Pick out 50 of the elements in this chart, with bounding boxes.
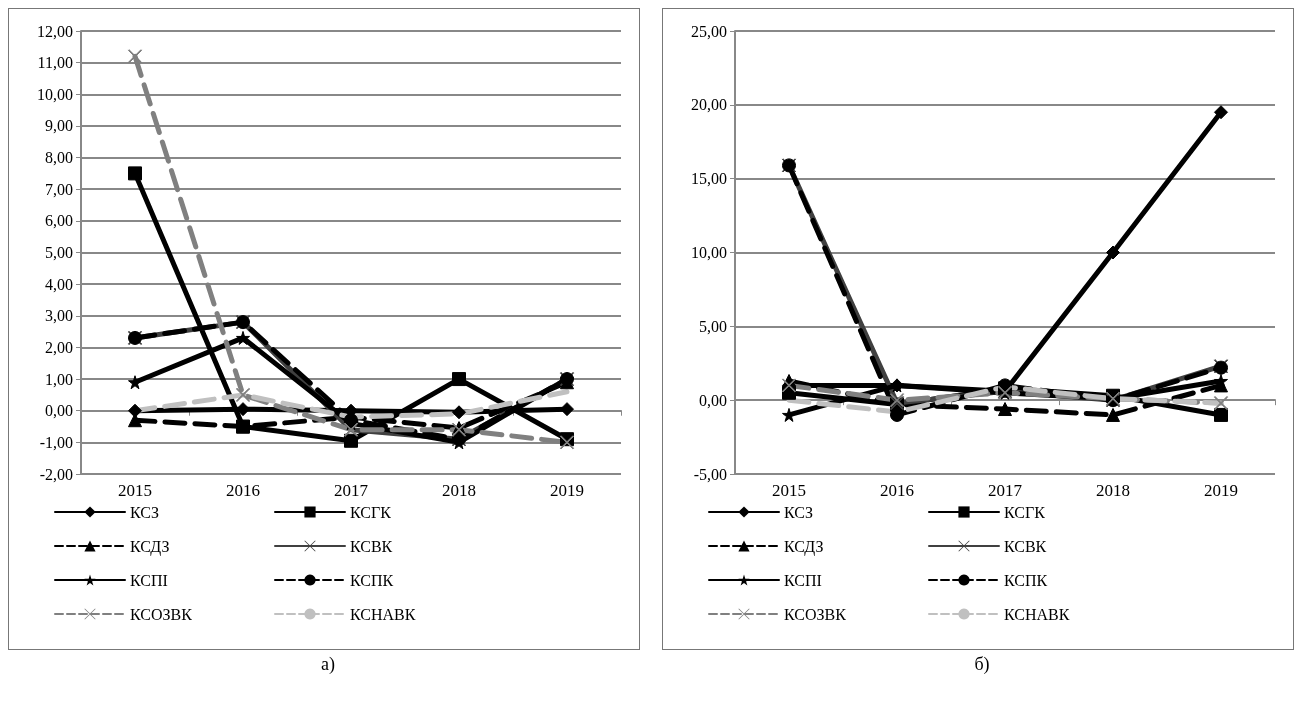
y-tick-label: 6,00	[45, 212, 73, 230]
x-tick-label: 2018	[1096, 481, 1130, 500]
legend-label: КСПК	[350, 571, 394, 589]
y-tick-label: 25,00	[691, 22, 727, 40]
legend-label: КСПІ	[130, 571, 168, 589]
text: а)	[320, 654, 336, 675]
x-tick-label: 2016	[226, 481, 260, 500]
y-tick-label: 15,00	[691, 170, 727, 188]
legend-label: КСОЗВК	[784, 605, 847, 623]
y-tick-label: 5,00	[45, 244, 73, 261]
y-tick-label: 2,00	[45, 338, 73, 356]
legend-label: КСВК	[1004, 537, 1047, 555]
x-tick-label: 2015	[772, 481, 806, 500]
y-tick-label: 1,00	[45, 370, 73, 388]
y-tick-label: 7,00	[45, 180, 73, 198]
legend-label: КСГК	[350, 503, 392, 521]
legend-label: КСДЗ	[130, 537, 170, 556]
x-tick-label: 2015	[118, 481, 152, 500]
legend-label: КСДЗ	[784, 537, 824, 556]
y-tick-label: 9,00	[45, 117, 73, 135]
y-tick-label: 20,00	[691, 96, 727, 114]
y-tick-label: 10,00	[37, 85, 73, 103]
legend-label: КСГК	[1004, 503, 1046, 521]
y-tick-label: 12,00	[37, 22, 73, 40]
y-tick-label: 5,00	[699, 317, 727, 335]
y-tick-label: 11,00	[37, 54, 73, 72]
legend-label: КСПІ	[784, 571, 822, 589]
x-tick-label: 2016	[880, 481, 914, 500]
legend-label: КСЗ	[784, 503, 813, 521]
x-tick-label: 2019	[550, 481, 584, 500]
legend-label: КСНАВК	[350, 605, 416, 623]
legend-label: КСОЗВК	[130, 605, 193, 623]
legend-label: КСПК	[1004, 571, 1048, 589]
x-tick-label: 2018	[442, 481, 476, 500]
y-tick-label: 3,00	[45, 307, 73, 325]
legend-label: КСНАВК	[1004, 605, 1070, 623]
legend-label: КСЗ	[130, 503, 159, 521]
y-tick-label: 4,00	[45, 275, 73, 293]
y-tick-label: -5,00	[693, 465, 727, 483]
x-tick-label: 2017	[988, 481, 1023, 500]
x-tick-label: 2019	[1204, 481, 1238, 500]
y-tick-label: -2,00	[39, 465, 73, 483]
legend-label: КСВК	[350, 537, 393, 555]
x-tick-label: 2017	[334, 481, 369, 500]
y-tick-label: 0,00	[699, 391, 727, 409]
y-tick-label: 0,00	[45, 402, 73, 420]
y-tick-label: 8,00	[45, 149, 73, 167]
y-tick-label: -1,00	[39, 433, 73, 451]
text: б)	[973, 654, 991, 675]
y-tick-label: 10,00	[691, 244, 727, 261]
